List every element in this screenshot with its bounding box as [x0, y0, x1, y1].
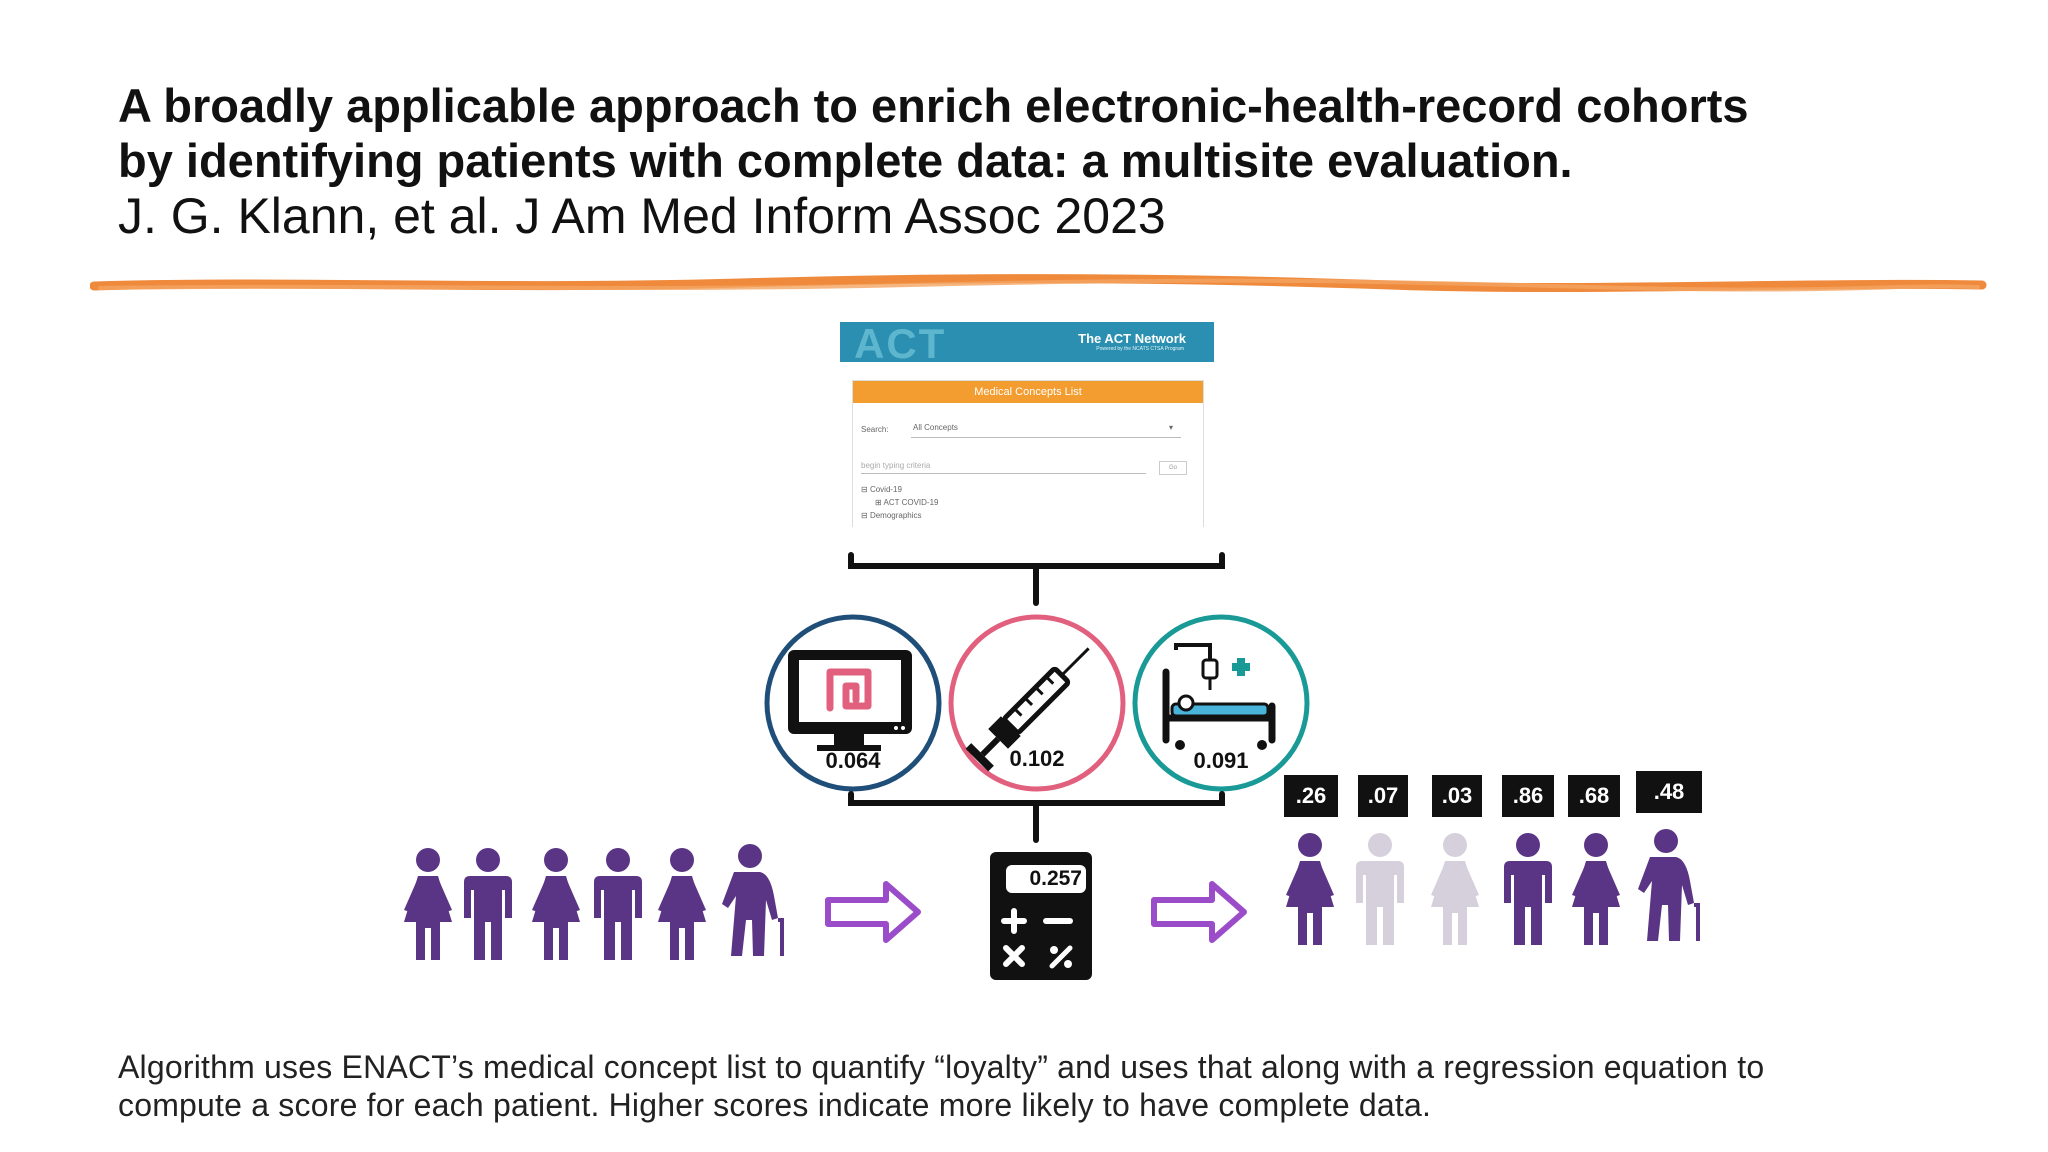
monitor-intestine-icon [764, 614, 942, 792]
patient-score: .26 [1284, 775, 1338, 817]
tree-label: ACT COVID-19 [883, 498, 939, 507]
slide-title: A broadly applicable approach to enrich … [118, 78, 1998, 188]
patient-score: .03 [1432, 775, 1482, 817]
patient-score: .68 [1568, 775, 1620, 817]
tree-label: Demographics [869, 511, 922, 520]
concepts-panel: Medical Concepts List Search: All Concep… [852, 380, 1204, 527]
tree-item-act-covid[interactable]: ⊞ ACT COVID-19 [875, 498, 939, 507]
patient-group-right [1286, 829, 1700, 945]
patient-score: .86 [1502, 775, 1554, 817]
act-logo: ACT [854, 322, 947, 367]
act-network-title: The ACT Network [1078, 331, 1186, 346]
patient-score: .48 [1636, 771, 1702, 813]
orange-divider [90, 274, 1987, 293]
loyalty-value-3: 0.091 [1193, 748, 1249, 773]
top-bracket [848, 552, 1225, 606]
bottom-bracket [848, 791, 1225, 843]
input-underline [861, 473, 1146, 474]
syringe-icon [948, 614, 1126, 792]
tree-item-demographics[interactable]: ⊟ Demographics [861, 511, 922, 520]
caption-line-2: compute a score for each patient. Higher… [118, 1087, 1432, 1123]
loyalty-value-1: 0.064 [825, 748, 881, 773]
concepts-panel-title: Medical Concepts List [853, 381, 1203, 403]
chevron-down-icon: ▾ [1169, 423, 1174, 432]
search-input[interactable]: begin typing criteria [861, 461, 931, 470]
patient-score: .07 [1358, 775, 1408, 817]
loyalty-value-2: 0.102 [1009, 746, 1065, 771]
title-line-2: by identifying patients with complete da… [118, 134, 1573, 187]
hospital-bed-icon [1132, 614, 1310, 792]
patient-group-left [404, 844, 784, 960]
tree-label: Covid-19 [869, 485, 902, 494]
act-network-screenshot: ACT The ACT Network Powered by the NCATS… [840, 322, 1214, 527]
slide-caption: Algorithm uses ENACT’s medical concept l… [118, 1048, 1998, 1124]
arrow-right-icon [825, 881, 921, 943]
calculator-display: 0.257 [1006, 865, 1086, 893]
search-label: Search: [861, 425, 889, 434]
arrow-right-icon [1151, 881, 1247, 943]
search-select[interactable]: All Concepts [913, 423, 958, 432]
title-line-1: A broadly applicable approach to enrich … [118, 79, 1749, 132]
select-underline [911, 437, 1181, 438]
caption-line-1: Algorithm uses ENACT’s medical concept l… [118, 1049, 1765, 1085]
go-button[interactable]: Go [1159, 461, 1187, 475]
act-header-bar: ACT The ACT Network Powered by the NCATS… [840, 322, 1214, 367]
act-network-subtitle: Powered by the NCATS CTSA Program [1096, 346, 1184, 352]
tree-item-covid[interactable]: ⊟ Covid-19 [861, 485, 902, 494]
citation: J. G. Klann, et al. J Am Med Inform Asso… [118, 188, 1166, 244]
